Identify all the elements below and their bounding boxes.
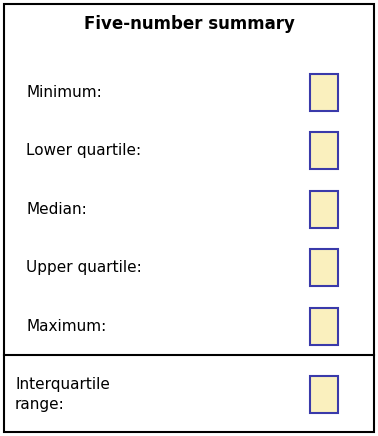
Text: Median:: Median:: [26, 202, 87, 217]
Text: Upper quartile:: Upper quartile:: [26, 260, 142, 275]
Text: Interquartile
range:: Interquartile range:: [15, 377, 110, 412]
Text: Lower quartile:: Lower quartile:: [26, 143, 142, 158]
FancyBboxPatch shape: [310, 191, 338, 228]
Text: Maximum:: Maximum:: [26, 319, 107, 334]
FancyBboxPatch shape: [310, 376, 338, 413]
FancyBboxPatch shape: [310, 307, 338, 344]
FancyBboxPatch shape: [310, 133, 338, 169]
FancyBboxPatch shape: [310, 74, 338, 111]
Text: Five-number summary: Five-number summary: [84, 15, 294, 33]
Text: Minimum:: Minimum:: [26, 85, 102, 100]
FancyBboxPatch shape: [4, 4, 374, 432]
FancyBboxPatch shape: [310, 249, 338, 286]
